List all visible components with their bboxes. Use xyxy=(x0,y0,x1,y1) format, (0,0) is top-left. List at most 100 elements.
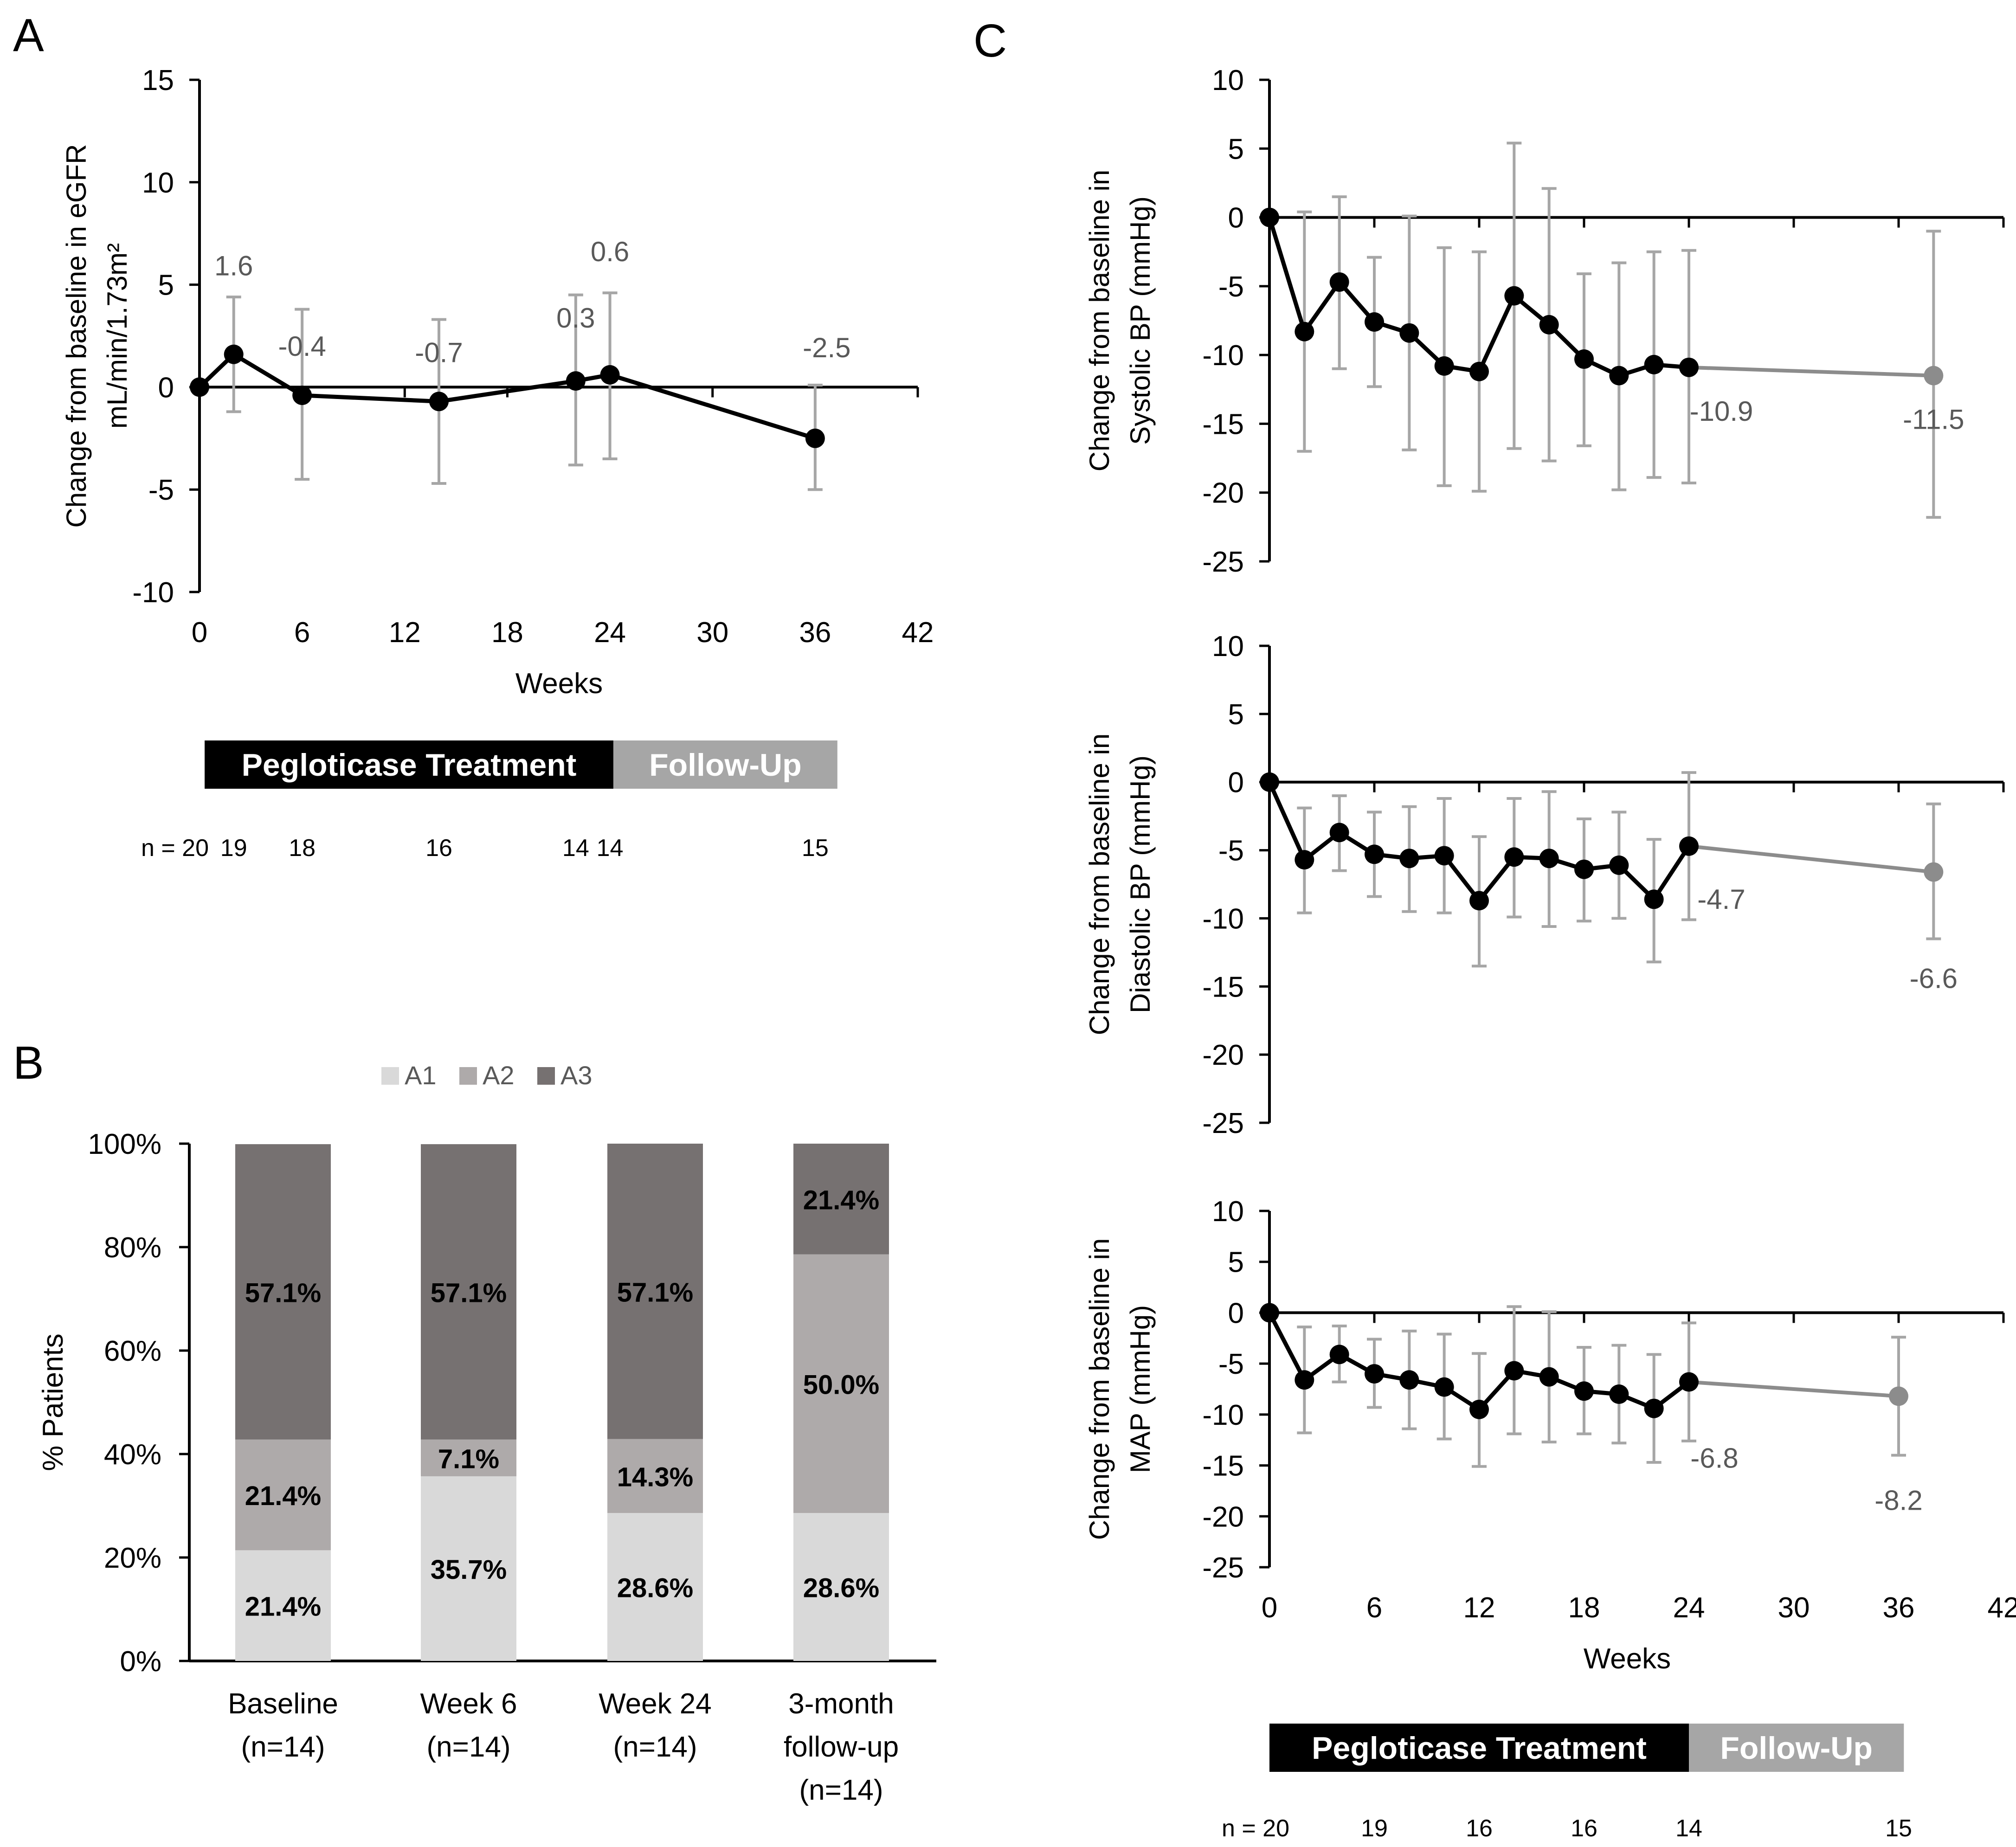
panel-label-c: C xyxy=(973,15,1007,67)
data-point xyxy=(1434,356,1454,376)
stacked-bar-segment xyxy=(421,1439,516,1476)
category-label: (n=14) xyxy=(427,1731,511,1763)
n-count: 16 xyxy=(1466,1815,1493,1842)
data-point xyxy=(1609,1384,1629,1404)
y-axis-title: % Patients xyxy=(37,1333,69,1471)
stacked-bar-segment xyxy=(607,1144,703,1439)
data-label: -0.4 xyxy=(278,331,326,362)
y-tick-label: 10 xyxy=(1212,631,1244,663)
data-point xyxy=(1469,1399,1489,1419)
y-tick-label: 0 xyxy=(158,372,174,404)
data-point xyxy=(1434,1377,1454,1397)
n-count: 14 xyxy=(1675,1815,1702,1842)
data-label: -4.7 xyxy=(1697,884,1745,915)
category-label: 3-month xyxy=(788,1688,894,1720)
bar-value-label: 14.3% xyxy=(617,1462,693,1492)
data-label: -11.5 xyxy=(1903,404,1964,435)
data-point xyxy=(1365,844,1384,864)
data-point xyxy=(1504,1361,1524,1381)
data-point xyxy=(1329,823,1349,843)
data-point xyxy=(429,392,449,412)
x-axis-title: Weeks xyxy=(515,668,603,700)
y-tick-label: 0 xyxy=(1228,202,1244,234)
category-label: (n=14) xyxy=(613,1731,697,1763)
y-tick-label: 40% xyxy=(104,1439,161,1471)
data-label: 1.6 xyxy=(214,251,253,282)
treatment-bar-label: Pegloticase Treatment xyxy=(1312,1731,1647,1766)
y-tick-label: -5 xyxy=(1218,271,1244,303)
y-tick-label: 10 xyxy=(1212,1196,1244,1228)
data-point xyxy=(1539,1367,1559,1387)
data-point xyxy=(1399,323,1419,343)
data-point xyxy=(1399,849,1419,869)
x-tick-label: 42 xyxy=(1988,1592,2016,1624)
y-tick-label: 5 xyxy=(1228,1247,1244,1279)
y-axis-title: Change from baseline in Systolic BP (mmHg… xyxy=(1084,170,1156,471)
stacked-bar-segment xyxy=(421,1144,516,1440)
x-tick-label: 0 xyxy=(192,617,207,649)
n-count: 14 xyxy=(597,835,624,862)
y-tick-label: -15 xyxy=(1202,408,1244,440)
panel-c-diastolic-chart: -25 -20 -15 -10 -5 0 5 10 Change from baseline i… xyxy=(1084,631,2005,1139)
stacked-bar-segment xyxy=(235,1550,331,1661)
bar-value-label: 35.7% xyxy=(431,1555,507,1585)
legend-swatch xyxy=(459,1067,477,1085)
bar-value-label: 21.4% xyxy=(803,1185,879,1215)
data-label: -6.8 xyxy=(1690,1443,1738,1474)
bar-value-label: 21.4% xyxy=(245,1481,321,1511)
category-label: (n=14) xyxy=(799,1774,883,1806)
panel-c-systolic-chart: -25 -20 -15 -10 -5 0 5 10 Change from baseline i… xyxy=(1084,64,2005,578)
legend-label: A2 xyxy=(483,1061,515,1090)
n-count: 18 xyxy=(289,835,316,862)
y-tick-label: -5 xyxy=(1218,835,1244,867)
followup-line xyxy=(1688,844,1934,874)
legend-swatch xyxy=(381,1067,399,1085)
followup-line xyxy=(1688,1380,1899,1398)
panel-label-a: A xyxy=(13,9,44,61)
data-label: -6.6 xyxy=(1910,963,1958,994)
y-tick-label: 0% xyxy=(120,1646,161,1678)
y-tick-label: 5 xyxy=(158,270,174,302)
x-tick-label: 6 xyxy=(1366,1592,1382,1624)
n-count: 16 xyxy=(425,835,452,862)
followup-marker xyxy=(1924,366,1944,386)
data-label: -0.7 xyxy=(415,337,463,368)
stacked-bar-segment xyxy=(421,1476,516,1661)
n-prefix: n = 20 xyxy=(1222,1815,1289,1842)
x-tick-label: 18 xyxy=(1568,1592,1600,1624)
treatment-bar xyxy=(205,740,613,789)
x-tick-label: 36 xyxy=(1883,1592,1915,1624)
y-axis-title: Change from baseline in MAP (mmHg) xyxy=(1084,1238,1156,1540)
data-point xyxy=(1399,1370,1419,1390)
bar-value-label: 21.4% xyxy=(245,1592,321,1622)
data-point xyxy=(224,344,244,364)
panel-label-b: B xyxy=(13,1037,44,1089)
x-tick-label: 42 xyxy=(902,617,934,649)
n-count: 15 xyxy=(802,835,829,862)
stacked-bar-segment xyxy=(235,1144,331,1440)
treatment-bar-label: Pegloticase Treatment xyxy=(242,747,577,783)
followup-bar-label: Follow-Up xyxy=(1720,1731,1873,1766)
panel-c-map-chart: -25 -20 -15 -10 -5 0 5 10 0 6 12 18 24 30 36 42 Weeks Cha… xyxy=(1084,1196,2016,1842)
data-point xyxy=(1609,366,1629,386)
legend-label: A1 xyxy=(405,1061,437,1090)
data-point xyxy=(566,371,586,391)
data-point xyxy=(1260,772,1279,792)
category-label: (n=14) xyxy=(241,1731,325,1763)
panel-a-egfr-chart: -10 -5 0 5 10 15 0 6 12 18 24 30 36 42 Weeks Change fro… xyxy=(61,64,934,862)
stacked-bar-segment xyxy=(793,1144,889,1255)
y-tick-label: -20 xyxy=(1202,1501,1244,1533)
data-point xyxy=(1504,286,1524,306)
data-point xyxy=(1295,850,1314,870)
stacked-bar-segment xyxy=(607,1513,703,1661)
data-point xyxy=(1329,1345,1349,1364)
n-count: 16 xyxy=(1571,1815,1597,1842)
bar-value-label: 50.0% xyxy=(803,1370,879,1400)
x-tick-label: 18 xyxy=(491,617,523,649)
data-label: -2.5 xyxy=(803,332,850,363)
data-label: 0.3 xyxy=(556,302,595,334)
data-point xyxy=(1574,1381,1594,1401)
data-label: 0.6 xyxy=(591,236,629,267)
data-point xyxy=(1574,349,1594,369)
x-tick-label: 36 xyxy=(799,617,831,649)
